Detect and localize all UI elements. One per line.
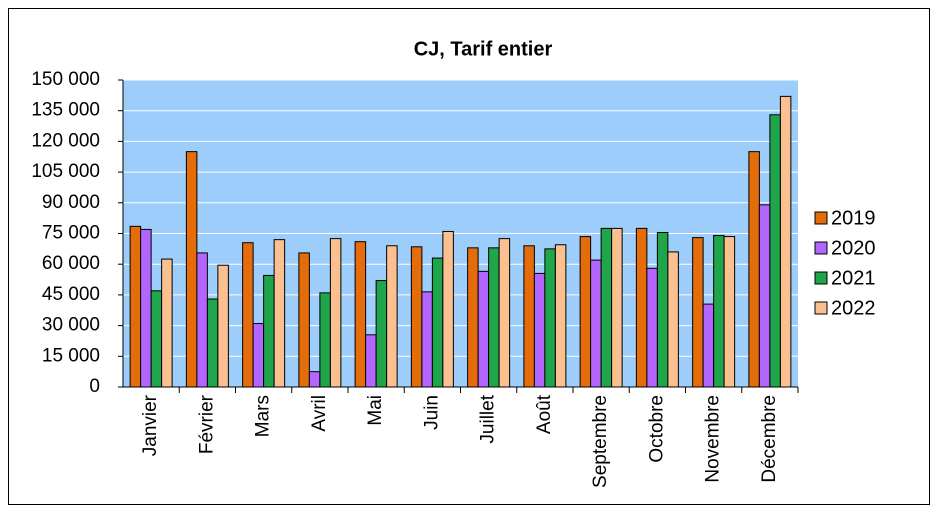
- bar: [410, 246, 423, 388]
- bar: [667, 251, 679, 388]
- x-tick-label: Juin: [421, 395, 442, 430]
- bar: [375, 280, 388, 388]
- bar: [161, 258, 173, 388]
- legend-swatch: [814, 211, 828, 225]
- y-tick-label: 105 000: [31, 161, 100, 182]
- bar: [635, 227, 648, 388]
- bar: [431, 257, 444, 388]
- bar: [692, 237, 704, 388]
- legend-swatch: [814, 301, 828, 315]
- bar: [467, 247, 479, 388]
- bar: [533, 272, 546, 388]
- bar: [523, 245, 535, 388]
- x-tick-label: Juillet: [478, 394, 499, 443]
- bar: [386, 245, 398, 388]
- y-tick-label: 15 000: [42, 345, 100, 366]
- bar: [590, 259, 602, 388]
- bar: [196, 252, 208, 388]
- legend-label: 2019: [831, 207, 876, 229]
- bar: [579, 236, 592, 388]
- y-tick-label: 30 000: [42, 315, 100, 336]
- x-tick-label: Février: [196, 394, 217, 454]
- y-tick-label: 45 000: [42, 284, 100, 305]
- bar: [748, 151, 760, 388]
- bar: [217, 264, 229, 388]
- bar: [544, 248, 556, 388]
- x-tick-label: Septembre: [590, 395, 611, 488]
- x-tick-label: Octobre: [646, 395, 667, 463]
- y-tick-label: 150 000: [31, 69, 100, 90]
- y-tick-label: 120 000: [31, 130, 100, 151]
- legend-swatch: [814, 271, 828, 285]
- bar: [656, 231, 669, 388]
- bar: [713, 235, 725, 388]
- x-tick-label: Avril: [309, 395, 330, 432]
- bar: [421, 291, 433, 388]
- legend-label: 2022: [831, 297, 876, 319]
- chart-title: CJ, Tarif entier: [414, 38, 553, 60]
- x-tick-label: Janvier: [140, 394, 161, 456]
- bar: [185, 151, 198, 388]
- y-tick-label: 75 000: [42, 223, 100, 244]
- x-tick-label: Mai: [365, 395, 386, 426]
- bar: [150, 290, 163, 388]
- bar: [319, 292, 331, 388]
- bar: [129, 225, 142, 388]
- bar: [263, 274, 275, 388]
- bar: [554, 244, 567, 388]
- x-tick-label: Décembre: [759, 395, 780, 483]
- bar: [702, 303, 715, 388]
- bar: [758, 204, 771, 388]
- y-tick-label: 0: [89, 376, 100, 397]
- y-tick-label: 135 000: [31, 100, 100, 121]
- bar: [498, 238, 511, 388]
- bar: [252, 323, 265, 388]
- bar: [206, 298, 219, 388]
- bar: [611, 227, 623, 388]
- bar: [242, 242, 254, 388]
- bar: [600, 227, 613, 388]
- bar: [308, 371, 321, 388]
- y-tick-label: 90 000: [42, 192, 100, 213]
- bar: [723, 236, 736, 388]
- bar: [769, 114, 781, 388]
- bar: [779, 95, 792, 388]
- x-tick-label: Août: [534, 394, 555, 434]
- bar: [140, 228, 152, 388]
- bar: [329, 238, 342, 388]
- bar: [646, 267, 658, 388]
- bar: [488, 247, 500, 388]
- legend-label: 2021: [831, 267, 876, 289]
- bar: [273, 239, 286, 388]
- bar: [298, 252, 310, 388]
- x-tick-label: Mars: [253, 395, 274, 437]
- y-tick-label: 60 000: [42, 253, 100, 274]
- bar: [477, 270, 490, 388]
- legend-label: 2020: [831, 237, 876, 259]
- bar: [365, 334, 377, 388]
- bar: [354, 241, 367, 388]
- x-tick-label: Novembre: [703, 395, 724, 483]
- legend-swatch: [814, 241, 828, 255]
- bar: [442, 230, 454, 388]
